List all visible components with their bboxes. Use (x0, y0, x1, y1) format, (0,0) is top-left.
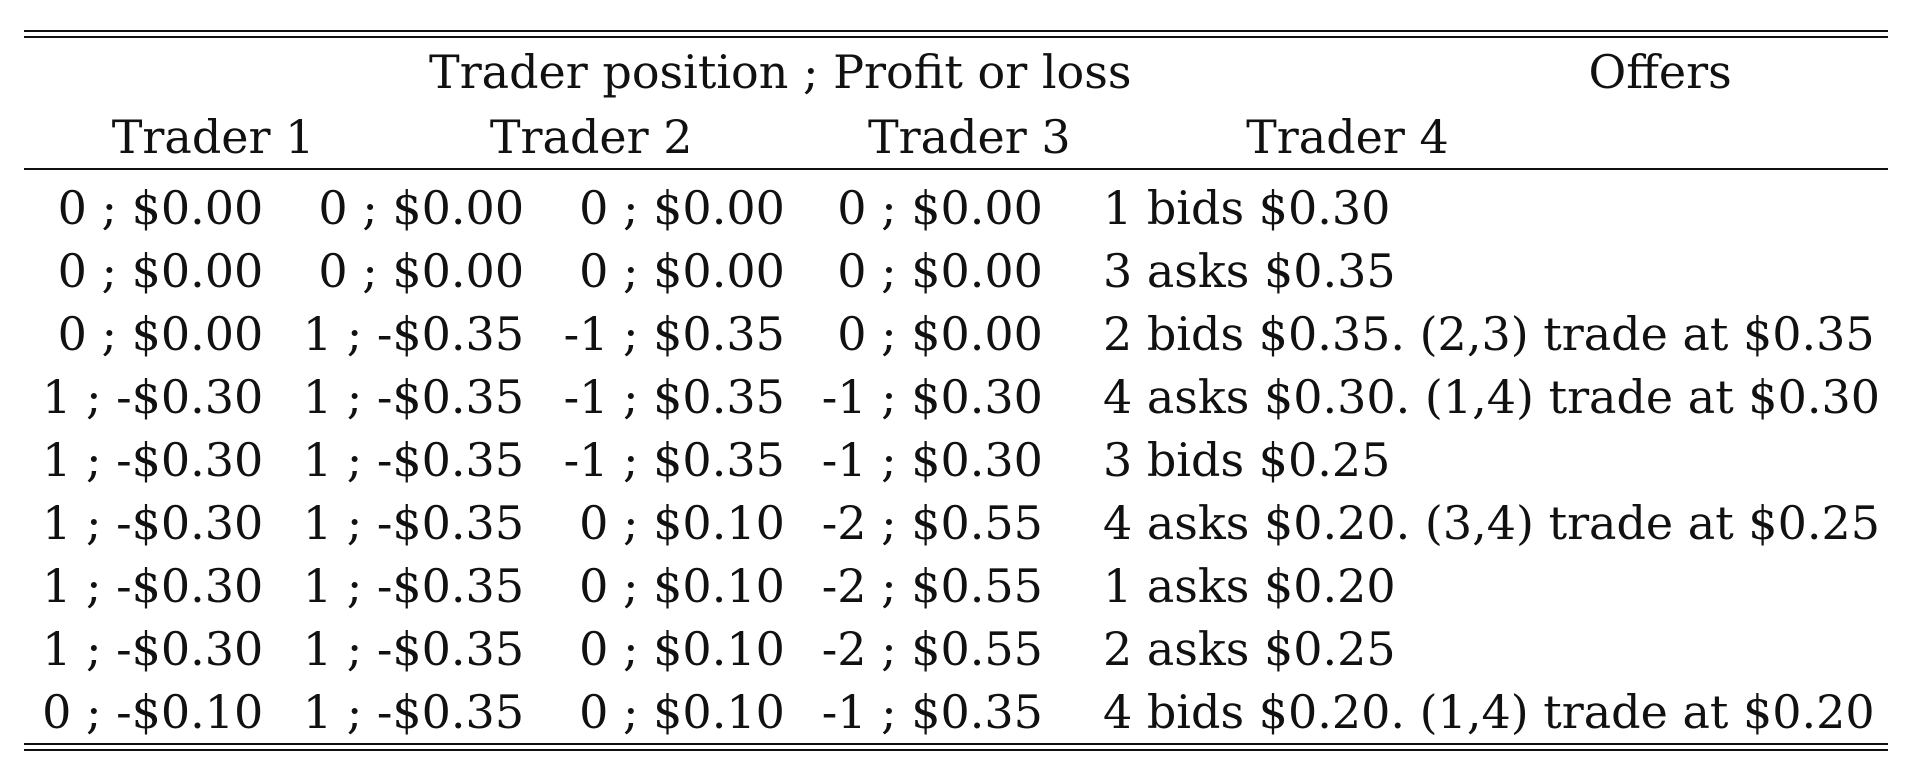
trader-2-cell: 1 ; -$0.35 (302, 621, 525, 676)
table-row: 1 ; -$0.30 1 ; -$0.35 -1 ; $0.35 -1 ; $0… (24, 428, 1888, 491)
trader-1-cell: 0 ; $0.00 (57, 180, 264, 235)
header-offers: Offers (1588, 45, 1732, 99)
trader-3-cell: -1 ; $0.35 (563, 306, 785, 361)
offer-cell: 4 asks $0.20. (3,4) trade at $0.25 (1102, 495, 1880, 550)
trader-4-cell: -1 ; $0.35 (821, 684, 1043, 739)
header-trader-3: Trader 3 (867, 110, 1071, 164)
table-row: 1 ; -$0.30 1 ; -$0.35 0 ; $0.10 -2 ; $0.… (24, 491, 1888, 554)
table-row: 1 ; -$0.30 1 ; -$0.35 -1 ; $0.35 -1 ; $0… (24, 365, 1888, 428)
table-row: 1 ; -$0.30 1 ; -$0.35 0 ; $0.10 -2 ; $0.… (24, 617, 1888, 680)
trader-2-cell: 1 ; -$0.35 (302, 306, 525, 361)
trader-2-cell: 1 ; -$0.35 (302, 369, 525, 424)
trader-3-cell: 0 ; $0.00 (579, 180, 785, 235)
offer-cell: 3 asks $0.35 (1102, 243, 1396, 298)
header-trader-4: Trader 4 (1246, 110, 1449, 164)
offer-cell: 4 bids $0.20. (1,4) trade at $0.20 (1102, 684, 1875, 739)
trader-1-cell: 0 ; $0.00 (57, 306, 264, 361)
trader-3-cell: -1 ; $0.35 (563, 432, 785, 487)
trader-4-cell: -2 ; $0.55 (821, 495, 1043, 550)
table-row: 1 ; -$0.30 1 ; -$0.35 0 ; $0.10 -2 ; $0.… (24, 554, 1888, 617)
trader-2-cell: 1 ; -$0.35 (302, 432, 525, 487)
trader-4-cell: 0 ; $0.00 (837, 180, 1043, 235)
trading-table: Trader position ; Profit or loss Offers … (24, 38, 1888, 168)
trader-4-cell: 0 ; $0.00 (837, 243, 1043, 298)
table-row: 0 ; $0.00 0 ; $0.00 0 ; $0.00 0 ; $0.00 … (24, 170, 1888, 239)
top-double-rule (24, 30, 1888, 38)
trader-4-cell: 0 ; $0.00 (837, 306, 1043, 361)
trader-1-cell: 1 ; -$0.30 (42, 369, 264, 424)
trader-4-cell: -2 ; $0.55 (821, 621, 1043, 676)
header-trader-1: Trader 1 (111, 110, 315, 164)
header-row-traders: Trader 1 Trader 2 Trader 3 Trader 4 (24, 106, 1888, 168)
trader-1-cell: 1 ; -$0.30 (42, 558, 264, 613)
trader-4-cell: -2 ; $0.55 (821, 558, 1043, 613)
trader-3-cell: 0 ; $0.10 (579, 684, 785, 739)
bottom-double-rule (24, 743, 1888, 751)
trader-1-cell: 1 ; -$0.30 (42, 432, 264, 487)
offer-cell: 1 asks $0.20 (1102, 558, 1396, 613)
offer-cell: 1 bids $0.30 (1102, 180, 1391, 235)
offer-cell: 3 bids $0.25 (1102, 432, 1391, 487)
trader-2-cell: 0 ; $0.00 (318, 180, 525, 235)
table-row: 0 ; $0.00 0 ; $0.00 0 ; $0.00 0 ; $0.00 … (24, 239, 1888, 302)
header-offers-spacer (1537, 106, 1889, 168)
table-row: 0 ; -$0.10 1 ; -$0.35 0 ; $0.10 -1 ; $0.… (24, 680, 1888, 743)
trader-1-cell: 0 ; -$0.10 (42, 684, 264, 739)
trader-1-cell: 1 ; -$0.30 (42, 495, 264, 550)
header-row-group: Trader position ; Profit or loss Offers (24, 38, 1888, 106)
table-row: 0 ; $0.00 1 ; -$0.35 -1 ; $0.35 0 ; $0.0… (24, 302, 1888, 365)
offer-cell: 2 asks $0.25 (1102, 621, 1396, 676)
header-rule (24, 168, 1888, 170)
header-trader-2: Trader 2 (489, 110, 693, 164)
trader-4-cell: -1 ; $0.30 (821, 432, 1043, 487)
trading-table-body: 0 ; $0.00 0 ; $0.00 0 ; $0.00 0 ; $0.00 … (24, 170, 1888, 743)
trader-2-cell: 1 ; -$0.35 (302, 495, 525, 550)
trader-3-cell: 0 ; $0.10 (579, 621, 785, 676)
offer-cell: 2 bids $0.35. (2,3) trade at $0.35 (1102, 306, 1875, 361)
table-body: 0 ; $0.00 0 ; $0.00 0 ; $0.00 0 ; $0.00 … (24, 170, 1888, 743)
trader-3-cell: 0 ; $0.00 (579, 243, 785, 298)
group-header-position-profit: Trader position ; Profit or loss (429, 45, 1132, 99)
trader-2-cell: 0 ; $0.00 (318, 243, 525, 298)
trader-4-cell: -1 ; $0.30 (821, 369, 1043, 424)
trader-3-cell: -1 ; $0.35 (563, 369, 785, 424)
trader-2-cell: 1 ; -$0.35 (302, 684, 525, 739)
table-header: Trader position ; Profit or loss Offers … (24, 38, 1888, 168)
trader-1-cell: 0 ; $0.00 (57, 243, 264, 298)
trader-3-cell: 0 ; $0.10 (579, 495, 785, 550)
trader-2-cell: 1 ; -$0.35 (302, 558, 525, 613)
trader-3-cell: 0 ; $0.10 (579, 558, 785, 613)
trader-1-cell: 1 ; -$0.30 (42, 621, 264, 676)
trading-table-container: Trader position ; Profit or loss Offers … (24, 30, 1888, 751)
offer-cell: 4 asks $0.30. (1,4) trade at $0.30 (1102, 369, 1880, 424)
